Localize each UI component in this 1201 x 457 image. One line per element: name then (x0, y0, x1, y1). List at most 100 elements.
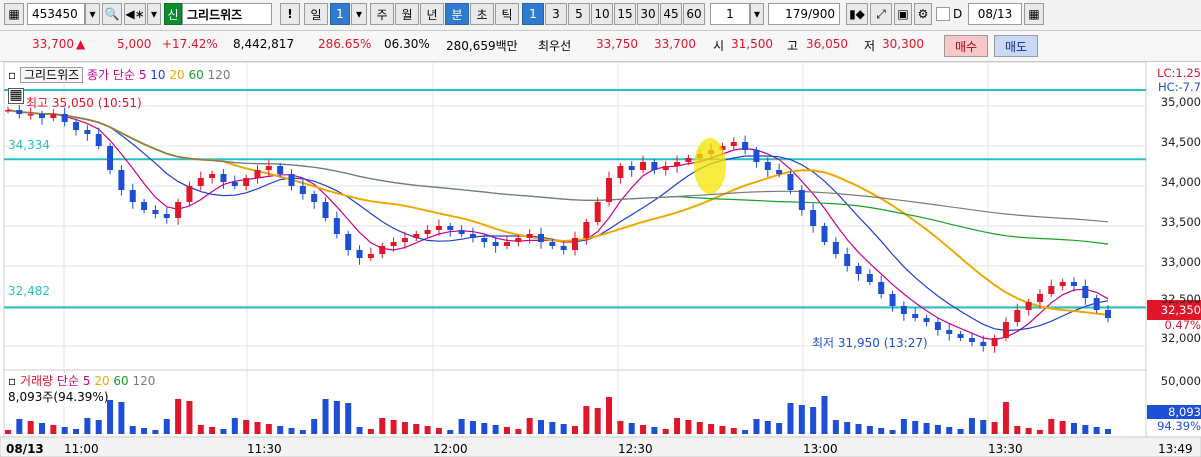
candle-body (175, 202, 182, 218)
search-icon[interactable]: 🔍 (102, 3, 122, 25)
candle-body (515, 238, 522, 242)
candle-body (50, 114, 57, 118)
credit-badge: 신 (164, 3, 182, 25)
volume-bar (254, 422, 261, 434)
candle-body (572, 238, 579, 250)
period-day-count[interactable]: 1 (330, 3, 350, 25)
interval-1-button[interactable]: 1 (522, 3, 544, 25)
stock-chart[interactable] (0, 62, 1201, 457)
legend-ma10: 10 (150, 68, 166, 82)
interval-dropdown-icon[interactable]: ▾ (750, 3, 764, 25)
bar-count-field[interactable]: 179/900 (768, 3, 840, 25)
legend-ma5: 5 (138, 68, 147, 82)
period-minute-button[interactable]: 분 (445, 3, 469, 25)
volume-ratio: 286.65% (318, 37, 372, 51)
candle-body (95, 134, 102, 146)
stock-name-field[interactable]: 그리드위즈 (182, 3, 272, 25)
high-price: 36,050 (806, 37, 848, 51)
sell-button[interactable]: 매도 (994, 35, 1038, 57)
period-dropdown-icon[interactable]: ▾ (351, 3, 367, 25)
volume-legend-ma120: 120 (132, 374, 156, 388)
y-tick-34000: 34,000 (1160, 175, 1201, 189)
y-tick-32000: 32,000 (1160, 331, 1201, 345)
volume-bar (900, 419, 907, 434)
best-quote-label: 최우선 (538, 39, 572, 53)
interval-3-button[interactable]: 3 (545, 3, 567, 25)
interval-10-button[interactable]: 10 (591, 3, 613, 25)
indicator-icon[interactable]: ▮◆ (846, 3, 868, 25)
volume-bar (163, 419, 170, 434)
y-tick-32500: 32,500 (1160, 292, 1201, 306)
volume-bar (572, 426, 579, 434)
speaker-icon[interactable]: ◀∗ (124, 3, 146, 25)
period-year-button[interactable]: 년 (420, 3, 444, 25)
legend-stock-name[interactable]: 그리드위즈 (19, 67, 84, 83)
volume-bar (946, 427, 953, 434)
x-tick-1130: 11:30 (247, 442, 282, 456)
grid-icon[interactable]: ▦ (8, 87, 24, 104)
x-tick-1230: 12:30 (618, 442, 653, 456)
volume-bar (1059, 421, 1066, 434)
candle-body (1093, 298, 1100, 310)
period-month-button[interactable]: 월 (395, 3, 419, 25)
date-checkbox[interactable] (936, 7, 950, 21)
volume-bar (560, 424, 567, 434)
candle-body (186, 186, 193, 202)
candle-body (764, 162, 771, 170)
stock-code-input[interactable]: 453450 (27, 3, 85, 25)
candle-body (152, 210, 159, 214)
volume-bar (469, 421, 476, 434)
current-price-tag (1147, 300, 1201, 320)
interval-input[interactable]: 1 (710, 3, 750, 25)
volume-bar (810, 407, 817, 434)
volume-bar (537, 420, 544, 434)
interval-30-button[interactable]: 30 (637, 3, 659, 25)
current-pct-label: 0.47% (1164, 318, 1201, 332)
gear-icon[interactable]: ⚙ (914, 3, 932, 25)
turnover-rate: 06.30% (384, 37, 430, 51)
volume-bar (674, 418, 681, 434)
period-second-button[interactable]: 초 (470, 3, 494, 25)
volume-bar (1002, 402, 1009, 434)
speaker-dropdown-icon[interactable]: ▾ (147, 3, 161, 25)
volume-bar (776, 423, 783, 434)
panel-icon[interactable]: ▫ (8, 68, 17, 82)
interval-5-button[interactable]: 5 (568, 3, 590, 25)
volume-bar (95, 420, 102, 434)
candle-body (968, 338, 975, 342)
volume-bar (152, 430, 159, 434)
volume-bar (379, 418, 386, 434)
volume-bar (118, 402, 125, 434)
candle-body (776, 170, 783, 174)
volume-bar (209, 427, 216, 434)
legend-ma20: 20 (169, 68, 185, 82)
volume-bar (1093, 427, 1100, 434)
volume-legend: ▫ 거래량 단순 5 20 60 120 (8, 372, 155, 389)
chart-menu-icon[interactable]: ▦ (4, 3, 24, 25)
volume-legend-ma5: 5 (82, 374, 91, 388)
date-input[interactable]: 08/13 (968, 3, 1022, 25)
candle-body (61, 114, 68, 122)
volume-bar (481, 423, 488, 434)
volume-bar (367, 429, 374, 434)
candle-body (606, 178, 613, 202)
volume-panel-icon[interactable]: ▫ (8, 374, 17, 388)
drawing-tool-icon[interactable]: ⤢ (870, 3, 892, 25)
open-label: 시 (713, 39, 725, 53)
legend-ma120: 120 (207, 68, 231, 82)
calendar-icon[interactable]: ▦ (1024, 3, 1044, 25)
warning-icon[interactable]: ! (280, 3, 300, 25)
buy-button[interactable]: 매수 (944, 35, 988, 57)
period-tick-button[interactable]: 틱 (495, 3, 519, 25)
y-tick-33000: 33,000 (1160, 255, 1201, 269)
period-day-button[interactable]: 일 (304, 3, 328, 25)
interval-45-button[interactable]: 45 (660, 3, 682, 25)
period-week-button[interactable]: 주 (370, 3, 394, 25)
high-label: 고 (787, 39, 799, 53)
volume-bar (186, 401, 193, 434)
interval-60-button[interactable]: 60 (683, 3, 705, 25)
candle-body (560, 246, 567, 250)
save-icon[interactable]: ▣ (894, 3, 912, 25)
interval-15-button[interactable]: 15 (614, 3, 636, 25)
code-dropdown-icon[interactable]: ▾ (85, 3, 100, 25)
